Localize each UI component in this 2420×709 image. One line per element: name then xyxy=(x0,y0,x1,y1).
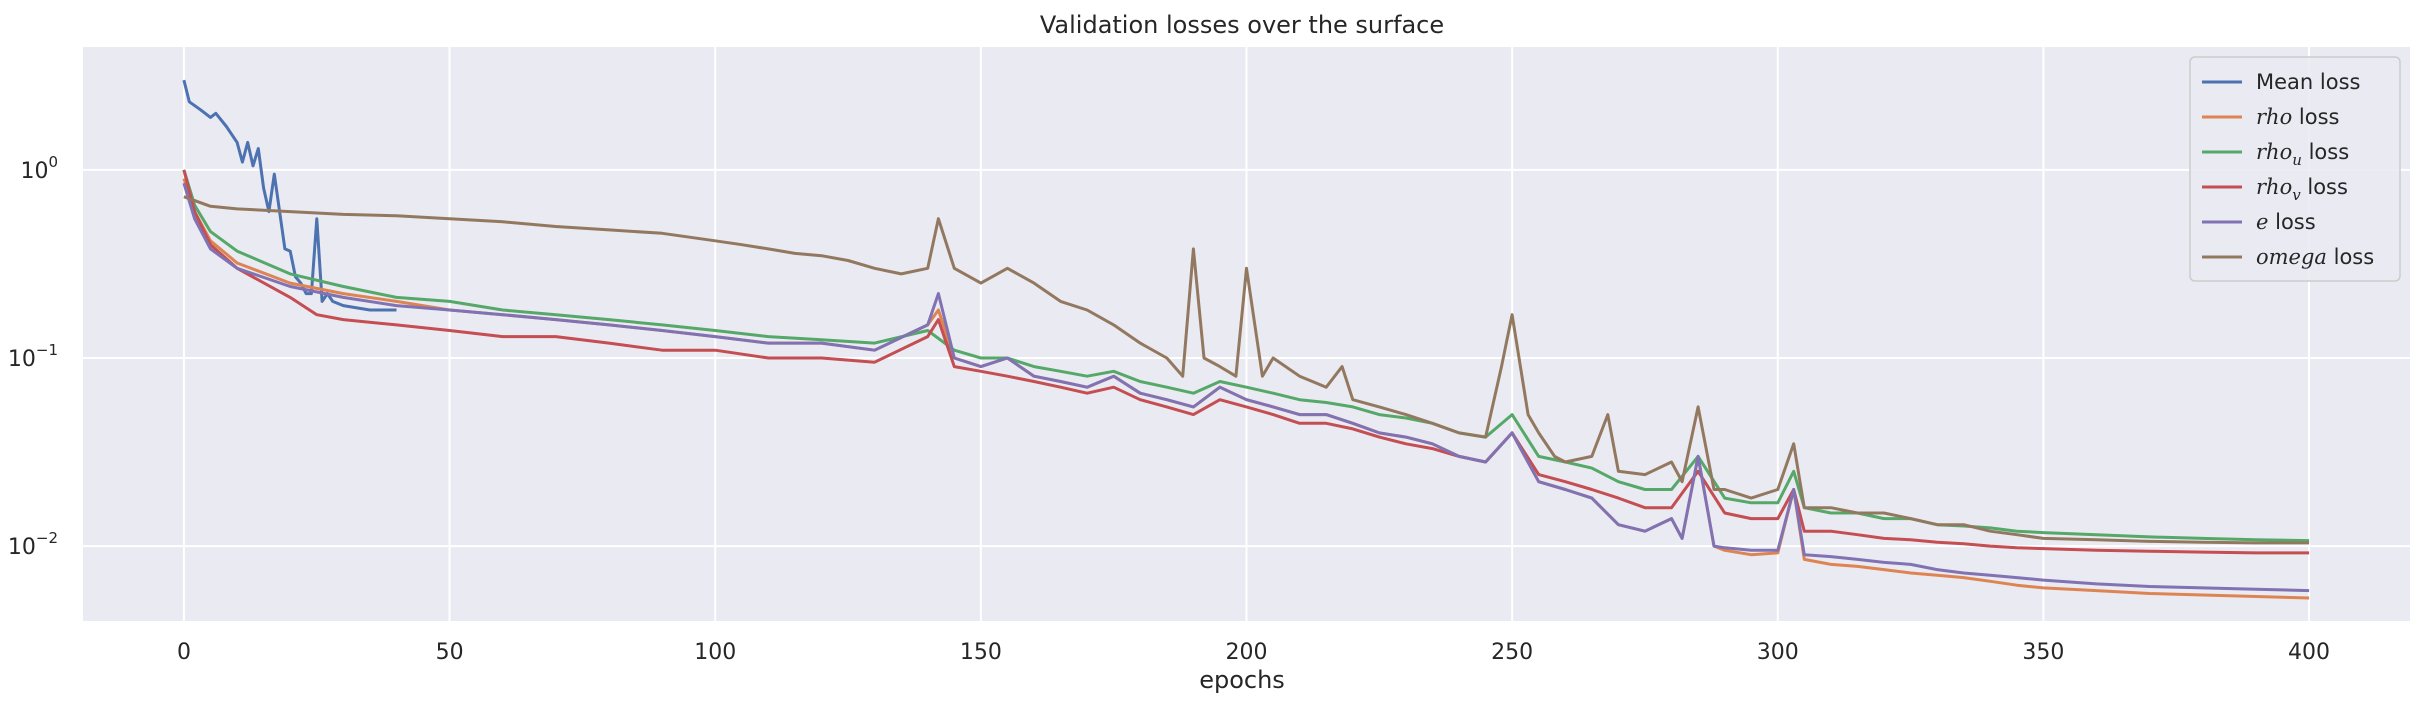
legend-entry: omega loss xyxy=(2256,245,2374,269)
legend-entry: e loss xyxy=(2256,210,2316,234)
x-tick-label: 200 xyxy=(1226,640,1268,665)
series-lines xyxy=(182,79,2310,600)
chart-title: Validation losses over the surface xyxy=(1040,11,1444,39)
x-tick-label: 250 xyxy=(1491,640,1533,665)
y-tick-label: 100 xyxy=(20,153,58,184)
series-line-2 xyxy=(182,169,2310,543)
x-tick-label: 100 xyxy=(694,640,736,665)
series-line-5 xyxy=(183,195,2310,545)
x-tick-label: 50 xyxy=(436,640,464,665)
series-line-3 xyxy=(182,169,2310,555)
legend-entry: Mean loss xyxy=(2256,70,2360,94)
x-tick-label: 400 xyxy=(2288,640,2330,665)
x-tick-label: 300 xyxy=(1757,640,1799,665)
x-tick-label: 150 xyxy=(960,640,1002,665)
x-tick-label: 0 xyxy=(177,640,191,665)
x-axis-ticks: 0 50 100 150 200 250 300 350 400 xyxy=(177,640,2330,665)
legend-entry: rhou loss xyxy=(2256,140,2349,169)
legend: Mean loss rho loss rhou loss rhov loss e los… xyxy=(2189,56,2401,282)
series-line-0 xyxy=(182,79,397,312)
x-axis-label: epochs xyxy=(1199,666,1285,694)
y-tick-label: 10−1 xyxy=(8,341,58,372)
legend-entry: rhov loss xyxy=(2256,175,2348,204)
legend-box xyxy=(2189,56,2401,282)
y-axis-ticks: 10−2 10−1 100 xyxy=(8,153,58,560)
legend-entry: rho loss xyxy=(2256,105,2339,129)
x-tick-label: 350 xyxy=(2022,640,2064,665)
y-tick-label: 10−2 xyxy=(8,529,58,560)
series-line-4 xyxy=(182,182,2310,593)
